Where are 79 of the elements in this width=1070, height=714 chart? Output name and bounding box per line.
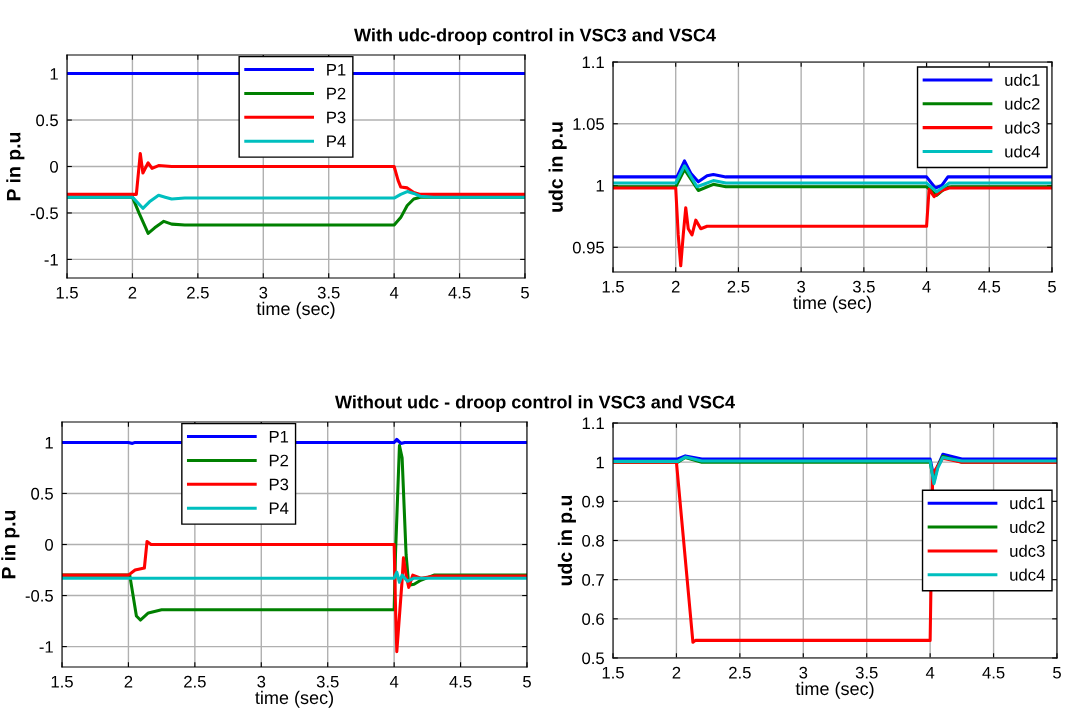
y-tick-label: 1: [45, 436, 53, 449]
x-tick-label: 2: [124, 675, 133, 688]
y-tick-label: 1: [596, 456, 604, 469]
y-tick-label: -1: [44, 253, 58, 266]
x-tick-label: 1.5: [602, 280, 624, 293]
y-tick-label: -0.5: [30, 207, 58, 220]
chart-title: With udc-droop control in VSC3 and VSC4: [354, 28, 716, 45]
x-tick-label: 2.5: [729, 666, 751, 679]
legend-label: P1: [327, 63, 346, 76]
x-tick-label: 3.5: [855, 666, 878, 679]
y-tick-label: 1.05: [573, 118, 604, 130]
x-axis-title: time (sec): [793, 295, 872, 313]
y-tick-label: 0: [50, 160, 59, 173]
x-tick-label: 2: [671, 280, 680, 293]
x-tick-label: 3.5: [316, 675, 339, 688]
x-tick-label: 2.5: [184, 675, 206, 688]
y-tick-label: 1.1: [582, 56, 604, 69]
legend-label: udc1: [1010, 496, 1045, 510]
x-tick-label: 2.5: [187, 286, 209, 299]
y-tick-label: 0.6: [582, 613, 604, 626]
y-tick-label: 0.5: [36, 114, 58, 127]
x-axis-title: time (sec): [255, 690, 334, 708]
legend-label: P3: [269, 478, 289, 491]
x-tick-label: 4: [925, 666, 935, 679]
legend-label: udc4: [1010, 568, 1045, 581]
y-tick-label: -0.5: [25, 589, 53, 602]
x-tick-label: 4: [922, 280, 931, 293]
x-tick-label: 3: [799, 666, 808, 679]
x-tick-label: 1.5: [51, 675, 73, 688]
x-tick-label: 5: [1053, 666, 1061, 679]
x-tick-label: 4: [389, 675, 399, 688]
y-tick-label: 0.5: [582, 652, 604, 665]
legend-label: P1: [269, 430, 289, 443]
x-tick-label: 1.5: [56, 286, 78, 299]
y-axis-title: P in p.u: [6, 132, 25, 201]
x-tick-label: 5: [1048, 280, 1056, 293]
legend-label: P4: [327, 135, 346, 148]
legend-label: udc1: [1005, 73, 1040, 86]
y-axis-title: P in p.u: [1, 510, 20, 579]
legend-label: P3: [327, 111, 346, 124]
y-tick-label: 1.1: [582, 417, 604, 430]
x-axis-title: time (sec): [256, 301, 335, 319]
x-tick-label: 5: [521, 286, 529, 299]
y-tick-label: -1: [39, 641, 53, 653]
y-tick-label: 0: [45, 538, 54, 551]
y-tick-label: 1: [50, 68, 58, 80]
x-tick-label: 5: [523, 675, 531, 688]
y-tick-label: 0.5: [31, 487, 53, 500]
y-axis-title: udc in p.u: [557, 495, 576, 586]
legend-label: udc3: [1005, 121, 1040, 134]
legend-label: P4: [269, 502, 289, 515]
y-tick-label: 0.95: [572, 241, 604, 254]
x-tick-label: 3: [257, 675, 266, 688]
chart-title: Without udc - droop control in VSC3 and VSC4: [335, 395, 735, 412]
x-tick-label: 3.5: [852, 280, 875, 293]
legend-label: P2: [327, 87, 346, 100]
x-tick-label: 3: [259, 286, 268, 299]
x-tick-label: 4.5: [448, 286, 471, 299]
x-axis-title: time (sec): [795, 681, 874, 699]
legend-label: udc4: [1005, 145, 1040, 158]
y-tick-label: 0.9: [582, 495, 604, 508]
y-tick-label: 0.8: [582, 534, 604, 547]
x-tick-label: 2: [672, 666, 681, 679]
x-tick-label: 4.5: [982, 666, 1005, 679]
x-tick-label: 2.5: [727, 280, 750, 293]
y-tick-label: 0.7: [582, 574, 604, 586]
y-axis-title: udc in p.u: [548, 122, 567, 212]
legend-label: udc2: [1005, 97, 1040, 110]
x-tick-label: 4.5: [449, 675, 472, 688]
x-tick-label: 1.5: [602, 666, 624, 679]
legend-label: udc3: [1010, 544, 1045, 557]
x-tick-label: 4.5: [978, 280, 1001, 293]
legend-label: udc2: [1010, 520, 1045, 534]
y-tick-label: 1: [596, 180, 604, 192]
x-tick-label: 4: [389, 286, 399, 299]
x-tick-label: 3.5: [317, 286, 340, 299]
legend-label: P2: [269, 454, 289, 467]
x-tick-label: 3: [797, 280, 806, 293]
x-tick-label: 2: [128, 286, 137, 299]
